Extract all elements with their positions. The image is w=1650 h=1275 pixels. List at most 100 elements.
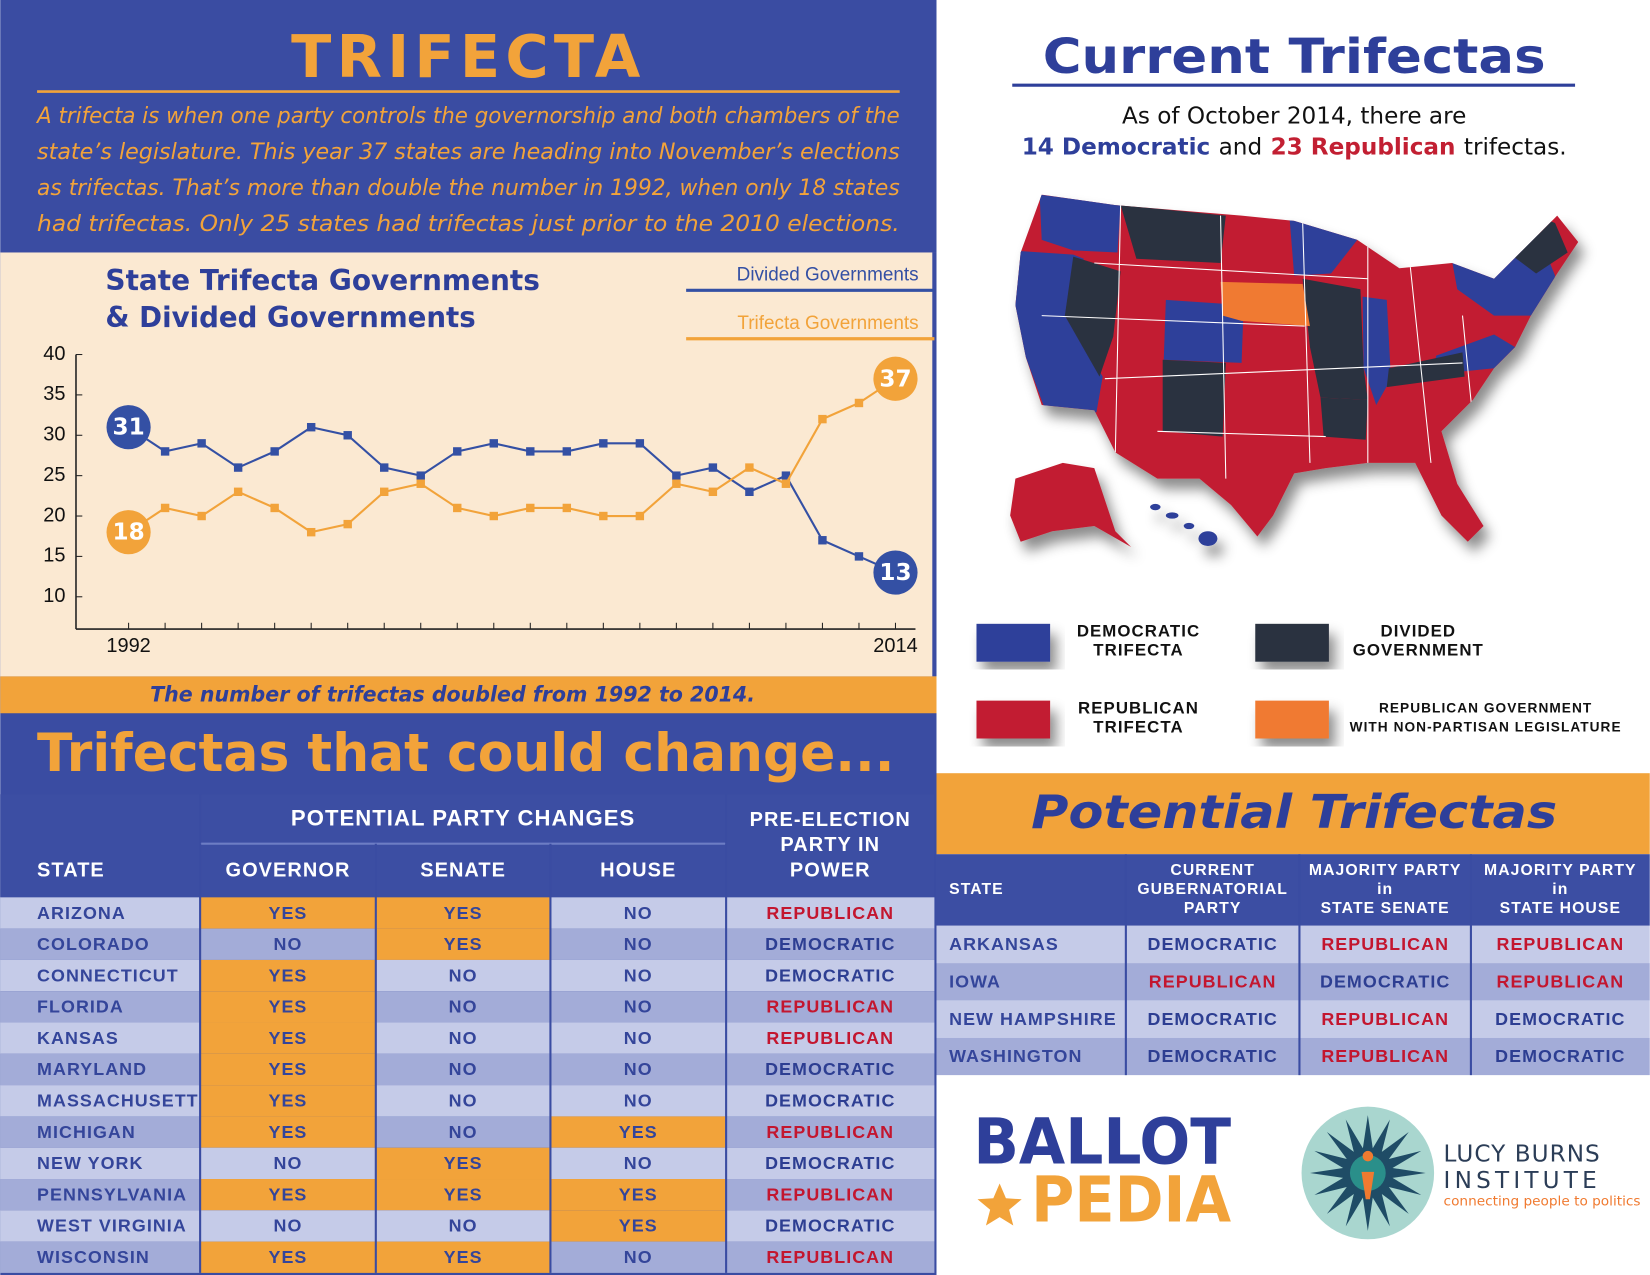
cell: [726, 897, 935, 929]
legend-label: REPUBLICAN: [1078, 698, 1199, 717]
point: [489, 439, 498, 448]
cell-text: DEMOCRATIC: [1147, 934, 1277, 954]
state-name: ARKANSAS: [949, 934, 1059, 954]
y-tick-label: 25: [43, 464, 65, 486]
cell-text: REPUBLICAN: [766, 903, 894, 923]
legend-swatch: [976, 700, 1051, 739]
cell-text: DEMOCRATIC: [765, 1153, 895, 1173]
data-label: 31: [112, 415, 144, 441]
x-tick-label: 1992: [106, 635, 150, 657]
table-header-bg: [0, 794, 935, 898]
point: [416, 479, 425, 488]
point: [599, 439, 608, 448]
island: [1165, 512, 1179, 519]
cell-text: REPUBLICAN: [1496, 972, 1624, 992]
cell-text: YES: [444, 934, 483, 954]
island: [1198, 531, 1218, 546]
cell: [726, 1085, 935, 1117]
cell: [200, 1022, 376, 1054]
cell-text: NO: [449, 965, 478, 985]
cell: [375, 1053, 551, 1086]
main-title: TRIFECTA: [291, 22, 645, 91]
point: [635, 439, 645, 448]
legend-swatch: [976, 623, 1051, 662]
cell: [0, 1053, 201, 1086]
cell: [726, 1241, 935, 1273]
state-name: NEW HAMPSHIRE: [949, 1009, 1117, 1029]
point: [453, 447, 462, 456]
intro-line: state’s legislature. This year 37 states…: [37, 139, 900, 165]
subtitle-part: 23 Republican: [1271, 134, 1456, 160]
state-name: KANSAS: [37, 1028, 119, 1048]
map-region: [1362, 296, 1391, 406]
intro-line: A trifecta is when one party controls th…: [35, 103, 900, 129]
point: [233, 487, 243, 497]
cell: [550, 1053, 727, 1086]
potential-header-bg: [936, 854, 1650, 926]
cell-text: NO: [274, 1216, 303, 1236]
border-lines: [1041, 205, 1474, 479]
legend-label: TRIFECTA: [1093, 641, 1183, 660]
lbi-tagline: connecting people to politics: [1444, 1193, 1641, 1209]
map-region: [1015, 250, 1103, 413]
cell-text: REPUBLICAN: [1321, 934, 1449, 954]
cell-text: YES: [444, 1247, 483, 1267]
cell: [1125, 1000, 1300, 1038]
cell-text: YES: [268, 1122, 307, 1142]
lbi-sub: INSTITUTE: [1444, 1168, 1601, 1194]
cell: [1470, 1000, 1650, 1038]
column-header: in: [1552, 881, 1568, 898]
island: [1183, 522, 1195, 530]
point: [708, 487, 718, 497]
cell: [200, 959, 376, 992]
cell: [726, 1147, 935, 1180]
data-label: 37: [879, 366, 911, 392]
cell-text: YES: [619, 1122, 658, 1142]
legend-label: WITH NON-PARTISAN LEGISLATURE: [1350, 720, 1622, 735]
cell-text: NO: [624, 1059, 653, 1079]
cell-text: NO: [449, 997, 478, 1017]
cell-text: REPUBLICAN: [766, 1184, 894, 1204]
cell: [0, 959, 201, 992]
cell: [200, 991, 376, 1023]
cell-text: YES: [268, 1184, 307, 1204]
point: [380, 463, 389, 472]
x-tick-label: 2014: [873, 635, 917, 657]
cell: [550, 959, 727, 992]
cell: [726, 991, 935, 1023]
cell-text: YES: [268, 1059, 307, 1079]
map-region: [1120, 205, 1226, 263]
cell-text: REPUBLICAN: [1496, 934, 1624, 954]
cell: [550, 897, 727, 929]
column-header: MAJORITY PARTY: [1484, 862, 1637, 879]
cell: [0, 1179, 201, 1211]
cell: [1299, 925, 1471, 964]
section-title: Trifectas that could change...: [37, 723, 894, 784]
logo-panel: [936, 1075, 1650, 1275]
cell-text: NO: [449, 1122, 478, 1142]
point: [306, 422, 316, 432]
cell: [936, 1037, 1126, 1076]
cell: [1125, 963, 1300, 1001]
cell: [550, 1241, 727, 1273]
legend-label: TRIFECTA: [1093, 717, 1183, 736]
map-region: [1320, 397, 1368, 440]
state-name: WASHINGTON: [949, 1046, 1082, 1066]
alaska: [1010, 462, 1132, 548]
cell-text: REPUBLICAN: [766, 997, 894, 1017]
point: [270, 447, 279, 456]
end-marker: [106, 510, 151, 555]
cell: [200, 1085, 376, 1117]
series-line: [128, 426, 896, 574]
cell: [200, 897, 376, 929]
end-marker: [106, 405, 151, 450]
cell: [1299, 1037, 1471, 1076]
point: [526, 503, 535, 513]
legend-label: DIVIDED: [1381, 622, 1457, 641]
point: [562, 503, 572, 513]
point: [453, 503, 462, 513]
cell-text: NO: [449, 1216, 478, 1236]
subtitle-part: 14 Democratic: [1022, 134, 1211, 160]
column-header: PARTY: [1184, 900, 1242, 917]
cell: [550, 1022, 727, 1054]
